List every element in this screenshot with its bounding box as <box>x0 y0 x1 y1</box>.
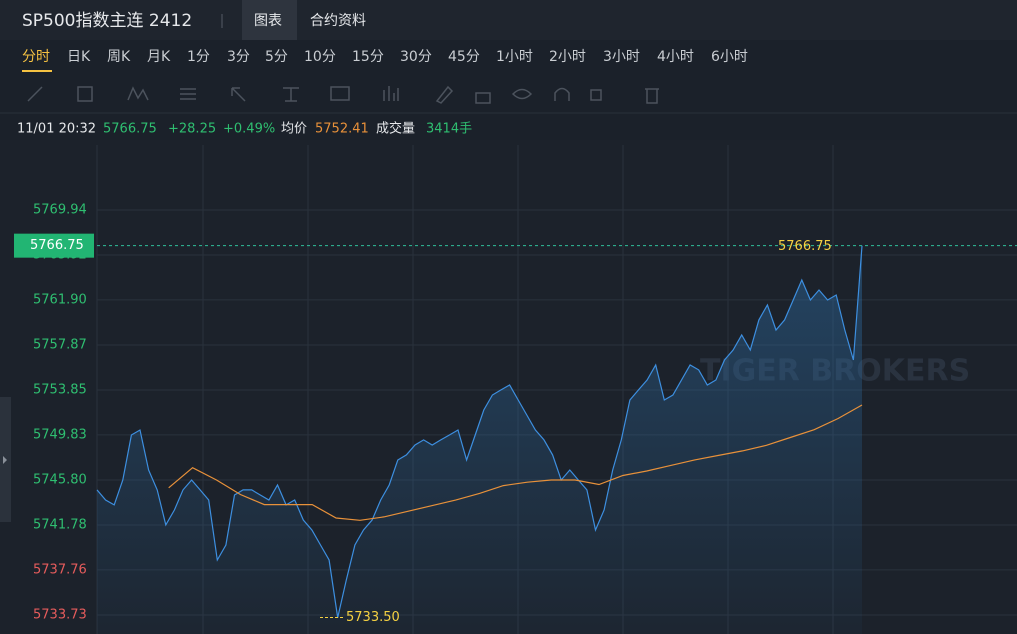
y-tick-label: 5749.83 <box>33 427 87 442</box>
period-tab[interactable]: 3分 <box>227 49 250 65</box>
period-tab[interactable]: 6小时 <box>711 49 748 65</box>
period-tab[interactable]: 月K <box>147 49 171 65</box>
info-volume-label: 成交量 <box>376 121 415 137</box>
low-annotation: 5733.50 <box>346 610 400 625</box>
y-tick-label: 5761.90 <box>33 292 87 307</box>
info-price: 5766.75 <box>103 122 157 137</box>
period-tab[interactable]: 15分 <box>352 49 384 65</box>
period-tab[interactable]: 4小时 <box>657 49 694 65</box>
period-underline <box>22 70 52 72</box>
toolbar-area <box>0 40 1017 140</box>
tool-label[interactable] <box>330 86 350 101</box>
period-tab[interactable]: 5分 <box>265 49 288 65</box>
info-volume: 3414手 <box>426 122 472 137</box>
info-avg: 5752.41 <box>315 122 369 137</box>
high-annotation: 5766.75 <box>778 239 832 254</box>
period-tab[interactable]: 3小时 <box>603 49 640 65</box>
tool-line[interactable] <box>27 86 43 102</box>
info-change: +28.25 <box>168 122 216 137</box>
tool-magnet[interactable] <box>554 87 570 102</box>
y-tick-label: 5737.76 <box>33 562 87 577</box>
tool-wave[interactable] <box>127 86 149 101</box>
price-line <box>96 245 863 618</box>
y-tick-label: 5757.87 <box>33 337 87 352</box>
tool-lock[interactable] <box>475 92 491 104</box>
period-tab[interactable]: 分时 <box>22 49 50 65</box>
avg-line <box>168 404 863 521</box>
side-arrow <box>3 456 7 464</box>
y-tick-label: 5753.85 <box>33 382 87 397</box>
info-avg-label: 均价 <box>281 122 307 137</box>
y-tick-label: 5745.80 <box>33 472 87 487</box>
tool-copy[interactable] <box>590 89 602 101</box>
y-tick-label: 5741.78 <box>33 517 87 532</box>
period-tab[interactable]: 2小时 <box>549 49 586 65</box>
tab[interactable]: 图表 <box>254 13 282 29</box>
info-change-pct: +0.49% <box>223 122 275 137</box>
period-tab[interactable]: 1分 <box>187 49 210 65</box>
y-tick-label: 5733.73 <box>33 607 87 622</box>
tab-active-bg <box>242 0 297 40</box>
header-bar <box>0 0 1017 40</box>
last-price-box <box>14 233 94 258</box>
tool-pen[interactable] <box>435 85 454 104</box>
tool-fib[interactable] <box>180 88 196 100</box>
period-tab[interactable]: 1小时 <box>496 49 533 65</box>
tool-delete[interactable] <box>645 88 659 104</box>
tool-bars[interactable] <box>383 86 399 101</box>
period-tab[interactable]: 10分 <box>304 49 336 65</box>
drawing-tools <box>27 85 659 104</box>
tool-eye[interactable] <box>511 88 533 100</box>
tool-rect[interactable] <box>77 86 93 102</box>
period-tab[interactable]: 30分 <box>400 49 432 65</box>
period-tab[interactable]: 日K <box>67 49 91 65</box>
period-tab[interactable]: 45分 <box>448 49 480 65</box>
last-price-label: 5766.75 <box>30 238 84 253</box>
info-time: 11/01 20:32 <box>17 122 96 137</box>
y-tick-label: 5769.94 <box>33 202 87 217</box>
tool-text[interactable] <box>283 87 299 102</box>
price-area <box>97 245 862 634</box>
tab[interactable]: 合约资料 <box>310 13 366 29</box>
period-tab[interactable]: 周K <box>107 49 131 65</box>
tool-arrow[interactable] <box>231 87 246 102</box>
title: SP500指数主连 2412 <box>22 11 192 31</box>
